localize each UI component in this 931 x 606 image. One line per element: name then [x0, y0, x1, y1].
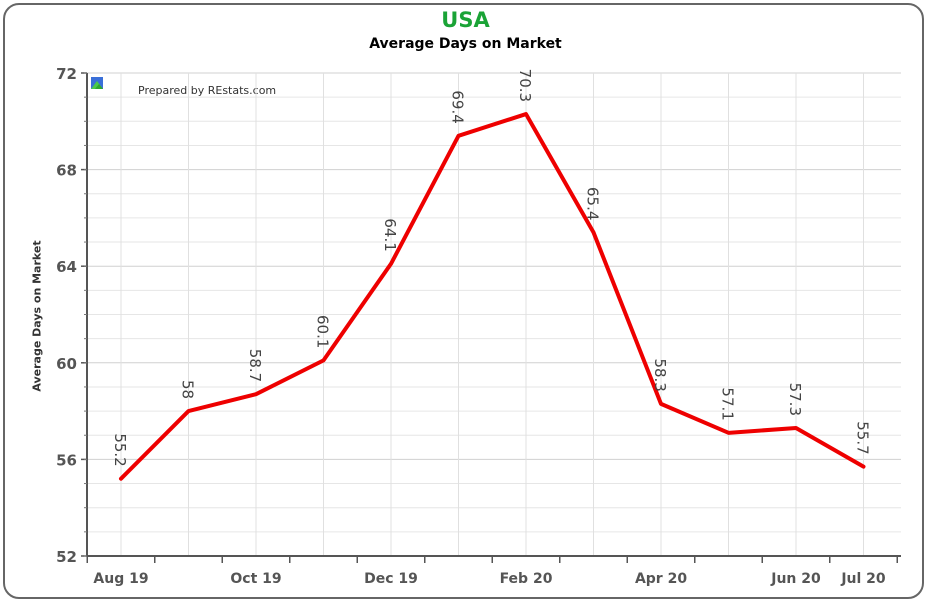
restats-logo-icon: [91, 77, 103, 89]
credit-text: Prepared by REstats.com: [138, 84, 277, 97]
chart-subtitle: Average Days on Market: [369, 36, 562, 52]
y-tick-label: 56: [56, 451, 77, 469]
data-label: 60.1: [314, 315, 332, 348]
data-labels: 55.2 58 58.7 60.1 64.1 69.4 70.3 65.4 58.3 57.1 57…: [111, 69, 872, 467]
x-tick-label: Jun 20: [770, 571, 821, 587]
data-label: 58.3: [651, 358, 669, 391]
data-label: 69.4: [449, 90, 467, 123]
axes: 52 56 60 64 68 72 Aug 19 Oct 19 Dec 19 Feb 20 Apr …: [56, 65, 901, 587]
data-label: 65.4: [584, 187, 602, 220]
data-label: 58.7: [246, 349, 264, 382]
series-line: [119, 112, 866, 481]
x-tick-label: Feb 20: [500, 571, 553, 587]
x-tick-label: Dec 19: [364, 571, 418, 587]
chart-frame: [3, 3, 924, 599]
y-tick-label: 68: [56, 162, 77, 180]
data-label: 57.3: [786, 383, 804, 416]
y-tick-label: 52: [56, 548, 77, 566]
data-label: 55.2: [111, 433, 129, 466]
data-label: 64.1: [381, 218, 399, 251]
x-tick-label: Aug 19: [93, 571, 148, 587]
series-layer: [119, 112, 866, 481]
x-tick-label: Apr 20: [635, 571, 687, 587]
data-label: 70.3: [516, 69, 534, 102]
x-tick-label: Jul 20: [840, 571, 886, 587]
data-label: 58: [179, 380, 197, 399]
y-tick-label: 72: [56, 65, 77, 83]
x-tick-label: Oct 19: [230, 571, 281, 587]
data-label: 55.7: [854, 421, 872, 454]
y-tick-label: 60: [56, 355, 77, 373]
y-tick-label: 64: [56, 258, 77, 276]
data-label: 57.1: [719, 387, 737, 420]
grid: [87, 72, 901, 556]
chart-title: USA: [441, 8, 490, 32]
